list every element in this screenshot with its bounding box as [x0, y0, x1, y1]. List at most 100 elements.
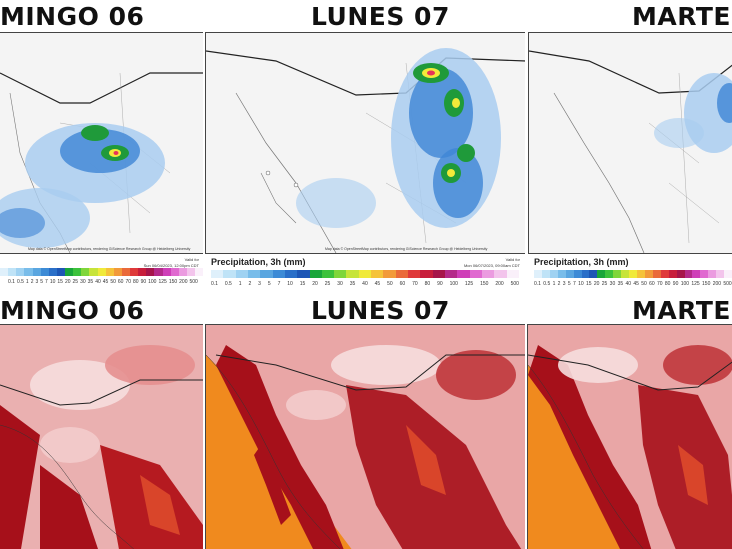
legend-tick: 100 [148, 279, 157, 285]
legend-swatch [113, 268, 122, 276]
legend-tick: 15 [57, 279, 63, 285]
legend-tick: 100 [449, 281, 458, 287]
legend-tick: 30 [337, 281, 343, 287]
legend-tick: 80 [664, 281, 671, 287]
legend-swatch [408, 270, 421, 278]
legend-tick: 90 [140, 279, 147, 285]
legend-swatch [383, 270, 396, 278]
legend-swatch [621, 270, 630, 278]
legend-swatch [321, 270, 335, 278]
day-title: MARTES [632, 2, 732, 31]
legend-tick: 50 [110, 279, 116, 285]
day-title: LUNES 07 [311, 296, 450, 325]
legend-tick: 0.1 [211, 281, 218, 287]
legend-tick: 125 [691, 281, 700, 287]
legend-tick: 100 [680, 281, 690, 287]
precip-legend-ticks: 0.1 0.5 1 2 3 5 7 10 15 20 25 30 35 40 45 50 60 70 80 90 100… [211, 281, 519, 287]
day-title: MINGO 06 [0, 296, 145, 325]
divider [525, 0, 527, 549]
legend-tick: 3 [258, 281, 261, 287]
legend-swatch [581, 270, 590, 278]
legend-tick: 40 [625, 281, 632, 287]
precip-legend-ticks: 0.1 0.5 1 2 3 5 7 10 15 20 25 30 35 40 45 50 60 70 80 90 100… [8, 279, 198, 285]
legend-swatch [346, 270, 359, 278]
precip-legend-title: Precipitation, 3h (mm) [211, 257, 306, 267]
legend-tick: 3 [562, 281, 566, 287]
legend-tick: 1 [238, 281, 242, 287]
legend-tick: 7 [277, 281, 281, 287]
legend-swatch [652, 270, 661, 278]
precip-legend-title: Precipitation, 3h (mm) [534, 257, 629, 267]
legend-tick: 90 [437, 281, 443, 287]
legend-swatch [89, 268, 98, 276]
legend-swatch [494, 270, 507, 278]
legend-tick: 60 [399, 281, 406, 287]
legend-tick: 2 [557, 281, 561, 287]
legend-tick: 125 [158, 279, 167, 285]
legend-tick: 70 [125, 279, 131, 285]
legend-swatch [334, 270, 347, 278]
legend-tick: 0.5 [16, 279, 24, 285]
legend-swatch [284, 270, 298, 278]
legend-swatch [138, 268, 147, 276]
legend-swatch [541, 270, 550, 278]
legend-tick: 1 [25, 279, 29, 285]
legend-swatch [24, 268, 33, 276]
legend-swatch [16, 268, 25, 276]
legend-swatch [371, 270, 384, 278]
legend-swatch [40, 268, 49, 276]
legend-tick: 0.5 [543, 281, 551, 287]
legend-tick: 25 [72, 279, 79, 285]
precip-legend-bar [211, 270, 519, 278]
valid-label: Valid for [184, 257, 199, 262]
legend-tick: 25 [324, 281, 331, 287]
legend-tick: 10 [49, 279, 56, 285]
legend-tick: 200 [712, 281, 722, 287]
legend-swatch [154, 268, 163, 276]
legend-tick: 80 [133, 279, 139, 285]
precip-legend-bar [0, 268, 203, 276]
legend-tick: 1 [552, 281, 556, 287]
legend-swatch [565, 270, 574, 278]
legend-tick: 45 [374, 281, 381, 287]
legend-tick: 125 [464, 281, 474, 287]
legend-swatch [186, 268, 195, 276]
legend-swatch [395, 270, 408, 278]
legend-tick: 70 [412, 281, 418, 287]
legend-swatch [573, 270, 582, 278]
precip-panel-monday: LUNES 07 Map data © OpenStreetMap contri… [205, 0, 526, 296]
precip-map [205, 32, 526, 254]
legend-tick: 500 [189, 279, 198, 285]
temp-map [527, 324, 732, 549]
legend-swatch [636, 270, 645, 278]
legend-swatch [605, 270, 614, 278]
legend-swatch [692, 270, 701, 278]
legend-tick: 15 [299, 281, 306, 287]
legend-swatch [708, 270, 717, 278]
legend-tick: 15 [586, 281, 592, 287]
legend-swatch [597, 270, 606, 278]
legend-tick: 70 [657, 281, 663, 287]
legend-swatch [534, 270, 542, 278]
legend-swatch [432, 270, 445, 278]
legend-tick: 5 [567, 281, 571, 287]
legend-swatch [676, 270, 685, 278]
legend-swatch [146, 268, 155, 276]
legend-swatch [32, 268, 41, 276]
legend-tick: 5 [40, 279, 44, 285]
legend-tick: 50 [641, 281, 647, 287]
valid-label: Valid for [505, 257, 520, 262]
legend-swatch [65, 268, 74, 276]
legend-swatch [170, 268, 179, 276]
map-credit: Map data © OpenStreetMap contributors, r… [28, 247, 191, 251]
legend-tick: 40 [95, 279, 101, 285]
legend-tick: 35 [87, 279, 94, 285]
legend-swatch [716, 270, 725, 278]
legend-swatch [272, 270, 285, 278]
legend-swatch [668, 270, 677, 278]
legend-swatch [684, 270, 693, 278]
map-credit: Map data © OpenStreetMap contributors, r… [325, 247, 488, 251]
legend-tick: 0.1 [534, 281, 541, 287]
legend-tick: 7 [573, 281, 576, 287]
legend-swatch [724, 270, 732, 278]
